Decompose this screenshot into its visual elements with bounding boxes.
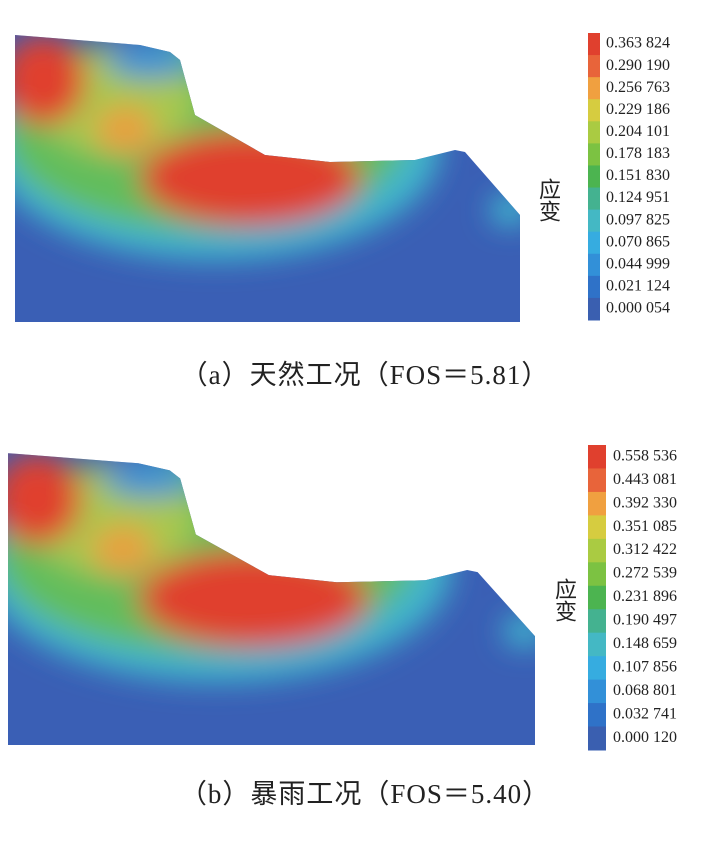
legend-swatch xyxy=(588,585,606,610)
legend-swatch xyxy=(588,297,600,321)
legend-label: 0.107 856 xyxy=(613,659,677,676)
legend-label: 0.272 539 xyxy=(613,565,677,582)
legend-swatch xyxy=(588,445,606,469)
legend-label: 0.190 497 xyxy=(613,612,677,629)
legend-label: 0.151 830 xyxy=(606,167,670,184)
legend-swatch xyxy=(588,55,600,78)
legend-swatch xyxy=(588,121,600,144)
legend-label: 0.351 085 xyxy=(613,518,677,535)
legend-swatch xyxy=(588,275,600,299)
legend-swatch xyxy=(588,703,606,728)
legend-label: 0.000 120 xyxy=(613,729,677,746)
legend-label: 0.044 999 xyxy=(606,255,670,272)
legend-label: 0.032 741 xyxy=(613,705,677,722)
legend-label: 0.392 330 xyxy=(613,494,677,511)
legend-swatch xyxy=(588,515,606,540)
legend-label: 0.231 896 xyxy=(613,588,677,605)
legend-label: 0.000 054 xyxy=(606,300,670,317)
legend-swatch xyxy=(588,562,606,587)
legend-title: 应变 xyxy=(536,178,561,222)
legend-label: 0.070 865 xyxy=(606,233,670,250)
legend-label: 0.558 536 xyxy=(613,447,677,464)
legend-swatch xyxy=(588,468,606,493)
legend-swatch xyxy=(588,679,606,704)
legend-swatch xyxy=(588,656,606,681)
legend-label: 0.178 183 xyxy=(606,145,670,162)
caption: （b）暴雨工况（FOS＝5.40） xyxy=(180,779,550,809)
legend-swatch xyxy=(588,165,600,189)
legend-swatch xyxy=(588,209,600,233)
strain-field xyxy=(0,30,530,322)
legend-swatch xyxy=(588,33,600,56)
legend-label: 0.363 824 xyxy=(606,35,670,52)
legend-swatch xyxy=(588,491,606,516)
legend-label: 0.229 186 xyxy=(606,101,670,118)
caption: （a）天然工况（FOS＝5.81） xyxy=(181,360,550,390)
legend-swatch xyxy=(588,609,606,634)
legend-label: 0.204 101 xyxy=(606,123,670,140)
legend-swatch xyxy=(588,143,600,166)
legend-title: 应变 xyxy=(552,578,577,622)
legend-swatch xyxy=(588,632,606,657)
legend-label: 0.148 659 xyxy=(613,635,677,652)
legend-swatch xyxy=(588,77,600,100)
legend-swatch xyxy=(588,187,600,211)
legend-swatch xyxy=(588,726,606,751)
legend-label: 0.068 801 xyxy=(613,682,677,699)
legend-swatch xyxy=(588,253,600,277)
legend-swatch xyxy=(588,99,600,122)
legend-label: 0.290 190 xyxy=(606,57,670,74)
legend-label: 0.312 422 xyxy=(613,541,677,558)
legend-label: 0.097 825 xyxy=(606,211,670,228)
legend-label: 0.256 763 xyxy=(606,79,670,96)
legend-label: 0.021 124 xyxy=(606,278,670,295)
legend-swatch xyxy=(588,538,606,563)
legend-label: 0.443 081 xyxy=(613,471,677,488)
legend-label: 0.124 951 xyxy=(606,189,670,206)
legend-swatch xyxy=(588,231,600,255)
strain-field xyxy=(0,448,545,745)
